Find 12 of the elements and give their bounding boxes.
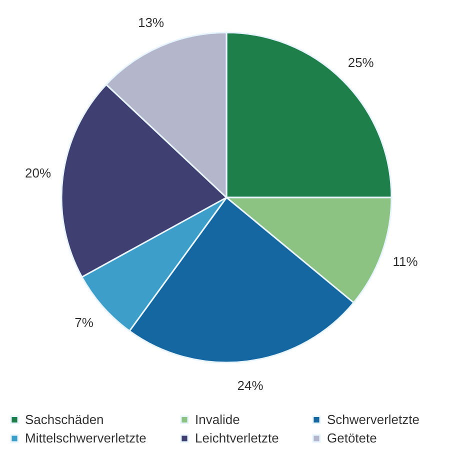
legend-label: Invalide (195, 412, 240, 427)
data-label: 25% (348, 55, 374, 70)
legend-label: Leichtverletzte (195, 430, 279, 446)
data-label: 7% (74, 315, 94, 330)
legend-label: Mittelschwerverletzte (25, 430, 146, 446)
legend-label: Schwerverletzte (327, 412, 420, 427)
data-label: 24% (237, 378, 264, 393)
legend-label: Getötete (327, 430, 377, 446)
data-label: 20% (24, 166, 52, 181)
legend-label: Sachschäden (25, 412, 104, 427)
data-label: 11% (392, 254, 418, 269)
data-label: 13% (138, 15, 164, 30)
